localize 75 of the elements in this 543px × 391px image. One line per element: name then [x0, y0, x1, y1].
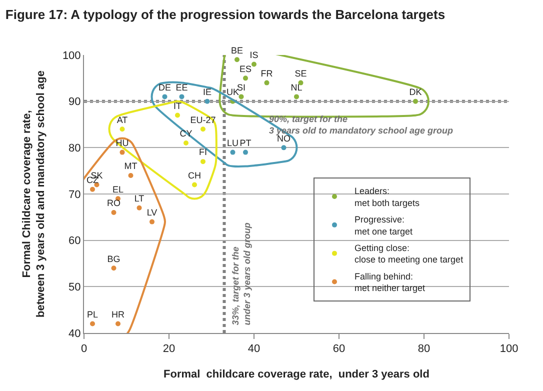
y-axis-title: Formal Childcare coverage rate, between 3 years old and mandatory school age	[20, 70, 48, 318]
data-label: MT	[124, 161, 138, 172]
data-label: FI	[199, 147, 207, 158]
y-tick-label: 60	[68, 235, 81, 248]
data-label: IE	[202, 86, 212, 97]
point	[111, 210, 116, 216]
chart-title: Figure 17: A typology of the progression towards the Barcelona targets	[5, 6, 446, 22]
data-label: IS	[250, 50, 258, 60]
data-label: HR	[112, 309, 125, 320]
data-label: LU	[226, 138, 239, 148]
data-label: BE	[230, 45, 244, 56]
data-label: LT	[134, 194, 145, 204]
data-label: EE	[176, 82, 188, 92]
y-tick-label: 50	[68, 282, 81, 294]
data-label: SI	[236, 82, 246, 92]
data-label: DK	[409, 86, 422, 97]
data-label: EL	[112, 184, 124, 194]
data-label: LV	[146, 207, 158, 218]
x-tick-label: 60	[332, 343, 346, 356]
point	[200, 126, 206, 132]
data-label: AT	[116, 114, 128, 125]
point	[264, 80, 270, 86]
point	[294, 94, 299, 100]
point	[238, 94, 244, 100]
point	[252, 62, 256, 67]
point	[281, 145, 286, 150]
ref-line-label: 33%, target for the under 3 years old group	[230, 222, 252, 326]
data-label: SE	[294, 68, 307, 78]
y-tick-label: 40	[68, 328, 81, 340]
x-tick-label: 80	[418, 343, 430, 356]
point	[120, 150, 125, 155]
data-label: PL	[86, 309, 98, 320]
point	[230, 150, 236, 155]
x-tick-label: 0	[80, 343, 88, 356]
data-label: UK	[226, 86, 240, 97]
data-label: ES	[239, 64, 252, 74]
point	[234, 57, 240, 62]
point	[175, 112, 180, 118]
point	[90, 321, 95, 326]
data-label: IT	[174, 100, 182, 111]
data-label: RO	[107, 198, 120, 208]
x-tick-label: 20	[162, 343, 176, 356]
point	[200, 159, 206, 164]
data-label: CH	[188, 170, 201, 180]
data-label: PT	[240, 138, 252, 148]
point	[243, 150, 248, 155]
legend-label: Leaders: met both targets	[354, 186, 420, 208]
legend-label: Progressive: met one target	[354, 214, 414, 236]
point	[116, 321, 120, 326]
y-tick-label: 90	[68, 96, 81, 108]
x-axis-title: Formal childcare coverage rate, under 3 years old	[164, 368, 430, 380]
point	[413, 98, 418, 104]
legend-label: Falling behind: met neither target	[354, 271, 426, 294]
data-label: DE	[158, 82, 172, 92]
y-tick-label: 80	[68, 142, 81, 155]
point	[192, 182, 197, 188]
point	[184, 140, 188, 146]
data-label: NL	[290, 82, 302, 92]
point	[162, 94, 168, 100]
legend-label: Getting close: close to meeting one target	[354, 242, 464, 265]
point	[204, 98, 210, 104]
x-tick-label: 40	[248, 343, 260, 356]
data-label: FR	[260, 68, 274, 78]
point	[243, 76, 248, 81]
point	[90, 186, 95, 192]
point	[150, 219, 154, 224]
y-tick-label: 70	[68, 188, 81, 201]
x-tick-label: 100	[500, 343, 518, 356]
y-tick-label: 100	[62, 50, 81, 62]
data-label: BG	[107, 254, 120, 264]
point	[136, 205, 142, 210]
point	[120, 126, 125, 132]
point	[111, 266, 116, 271]
point	[179, 94, 184, 100]
point	[128, 172, 134, 178]
